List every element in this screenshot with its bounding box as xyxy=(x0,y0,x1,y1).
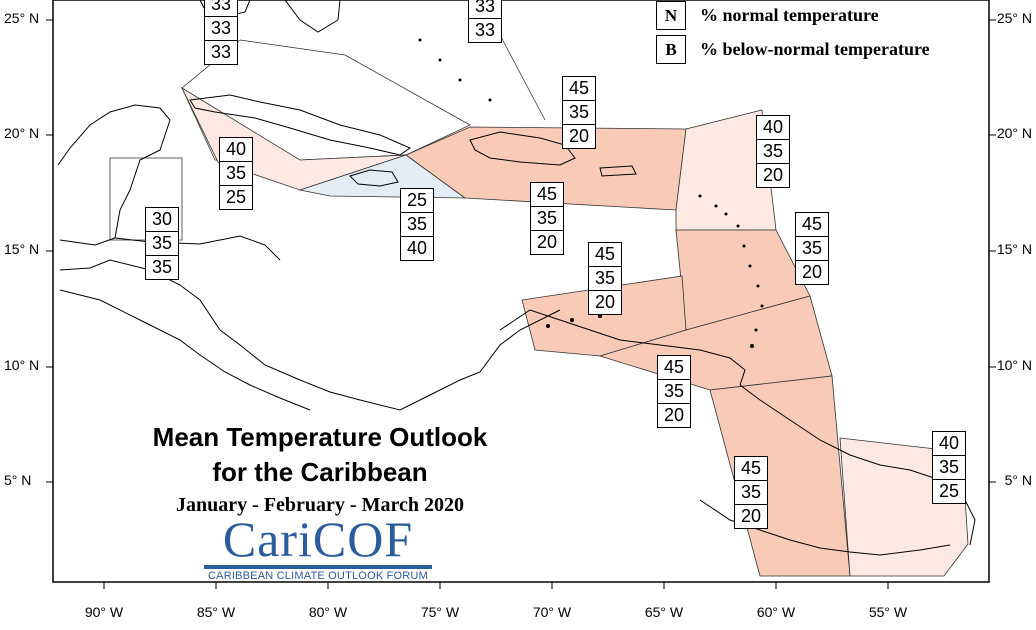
prob-value: 35 xyxy=(145,231,179,256)
hispaniola-coast xyxy=(469,131,576,166)
honduras-coast xyxy=(114,235,281,261)
prob-value: 40 xyxy=(932,431,966,456)
lat-label-25n-left: 25° N xyxy=(4,10,40,26)
prob-value: 35 xyxy=(400,212,434,237)
lat-label-5n-right: 5° N xyxy=(1004,472,1032,488)
zone-belize-probs: 30 35 35 xyxy=(145,207,179,280)
zone-bahamas-east-probs: 33 33 xyxy=(468,0,502,43)
lon-label-90w: 90° W xyxy=(84,604,124,620)
prob-value: 40 xyxy=(756,115,790,140)
pacific-coast xyxy=(59,289,311,411)
prob-value: 45 xyxy=(657,355,691,380)
zone-cuba-probs: 40 35 25 xyxy=(219,137,253,210)
prob-value: 35 xyxy=(932,455,966,480)
logo-subtitle: CARIBBEAN CLIMATE OUTLOOK FORUM xyxy=(208,570,428,582)
lon-label-65w: 65° W xyxy=(644,604,684,620)
legend-text-normal: % normal temperature xyxy=(700,5,879,25)
logo-rule xyxy=(204,565,432,569)
zone-guyana xyxy=(709,375,851,577)
legend-key-n: N xyxy=(656,1,686,30)
prob-value: 40 xyxy=(400,236,434,261)
prob-value: 35 xyxy=(145,255,179,280)
map-frame xyxy=(52,0,990,583)
prob-value: 35 xyxy=(530,206,564,231)
zone-hispaniola-probs: 45 35 20 xyxy=(562,76,596,149)
lon-label-75w: 75° W xyxy=(420,604,460,620)
prob-value: 35 xyxy=(219,161,253,186)
zone-guyana-probs: 45 35 20 xyxy=(734,456,768,529)
prob-value: 40 xyxy=(219,137,253,162)
prob-value: 45 xyxy=(530,182,564,207)
prob-value: 45 xyxy=(734,456,768,481)
guianas-coast xyxy=(739,384,976,546)
tick-marks xyxy=(46,19,996,589)
zone-northern-leewards-probs: 40 35 20 xyxy=(756,115,790,188)
lat-label-15n-left: 15° N xyxy=(4,241,40,257)
zone-suriname-probs: 40 35 25 xyxy=(932,431,966,504)
prob-value: 33 xyxy=(468,0,502,19)
jamaica-coast xyxy=(349,169,399,187)
legend-text-below: % below-normal temperature xyxy=(700,39,930,59)
map-period: January - February - March 2020 xyxy=(176,494,464,516)
prob-value: 20 xyxy=(588,290,622,315)
prob-value: 35 xyxy=(756,139,790,164)
zone-windwards-probs: 45 35 20 xyxy=(795,212,829,285)
zone-abc-islands-probs: 45 35 20 xyxy=(588,242,622,315)
prob-value: 20 xyxy=(795,260,829,285)
prob-value: 35 xyxy=(657,379,691,404)
map-title-line1: Mean Temperature Outlook xyxy=(152,422,488,452)
prob-value: 20 xyxy=(756,163,790,188)
zone-jamaica-probs: 25 35 40 xyxy=(400,188,434,261)
prob-value: 33 xyxy=(204,16,238,41)
lat-label-25n-right: 25° N xyxy=(996,10,1032,26)
lon-label-70w: 70° W xyxy=(532,604,572,620)
lat-label-10n-left: 10° N xyxy=(4,357,40,373)
prob-value: 35 xyxy=(795,236,829,261)
prob-value: 33 xyxy=(204,40,238,65)
venezuela-coast xyxy=(499,309,746,386)
puerto-rico-coast xyxy=(599,165,637,177)
prob-value: 25 xyxy=(400,188,434,213)
logo-wordmark: CariCOF xyxy=(222,511,414,567)
lon-label-80w: 80° W xyxy=(308,604,348,620)
prob-value: 20 xyxy=(530,230,564,255)
lon-label-85w: 85° W xyxy=(196,604,236,620)
prob-value: 33 xyxy=(468,18,502,43)
lat-label-20n-left: 20° N xyxy=(4,125,40,141)
lat-label-10n-right: 10° N xyxy=(996,357,1032,373)
map-title-line2: for the Caribbean xyxy=(212,457,428,487)
prob-value: 45 xyxy=(588,242,622,267)
prob-value: 45 xyxy=(795,212,829,237)
legend-normal: N % normal temperature xyxy=(656,1,879,30)
prob-value: 20 xyxy=(562,124,596,149)
prob-value: 45 xyxy=(562,76,596,101)
zone-trinidad-tobago-probs: 45 35 20 xyxy=(657,355,691,428)
prob-value: 20 xyxy=(657,403,691,428)
prob-value: 30 xyxy=(145,207,179,232)
caricof-logo: CariCOF CARIBBEAN CLIMATE OUTLOOK FORUM xyxy=(200,514,436,582)
yucatan-coast xyxy=(57,104,171,246)
prob-value: 25 xyxy=(219,185,253,210)
prob-value: 20 xyxy=(734,504,768,529)
lat-label-5n-left: 5° N xyxy=(4,472,32,488)
legend-key-b: B xyxy=(656,35,686,64)
prob-value: 35 xyxy=(734,480,768,505)
prob-value: 35 xyxy=(588,266,622,291)
zone-caribbean-central-probs: 45 35 20 xyxy=(530,182,564,255)
zone-bahamas-west-probs: 33 33 33 xyxy=(204,0,238,65)
legend-below-normal: B % below-normal temperature xyxy=(656,35,930,64)
zone-belize-outline xyxy=(109,157,183,241)
prob-value: 25 xyxy=(932,479,966,504)
small-islands xyxy=(418,38,764,348)
lon-label-60w: 60° W xyxy=(756,604,796,620)
central-america-coast xyxy=(59,259,561,411)
lat-label-15n-right: 15° N xyxy=(996,241,1032,257)
lon-label-55w: 55° W xyxy=(868,604,908,620)
prob-value: 33 xyxy=(204,0,238,17)
prob-value: 35 xyxy=(562,100,596,125)
lat-label-20n-right: 20° N xyxy=(996,125,1032,141)
cuba-coast xyxy=(189,94,412,156)
map-title-block: Mean Temperature Outlook for the Caribbe… xyxy=(110,420,530,517)
